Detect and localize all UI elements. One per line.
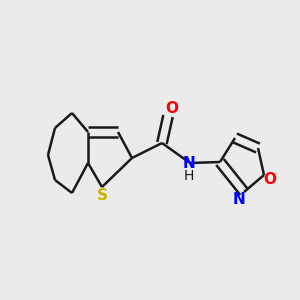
Text: O: O bbox=[263, 172, 277, 187]
Text: H: H bbox=[183, 169, 194, 184]
Text: N: N bbox=[182, 155, 195, 170]
Text: S: S bbox=[97, 188, 107, 203]
Text: N: N bbox=[233, 192, 246, 207]
Text: O: O bbox=[165, 101, 178, 116]
